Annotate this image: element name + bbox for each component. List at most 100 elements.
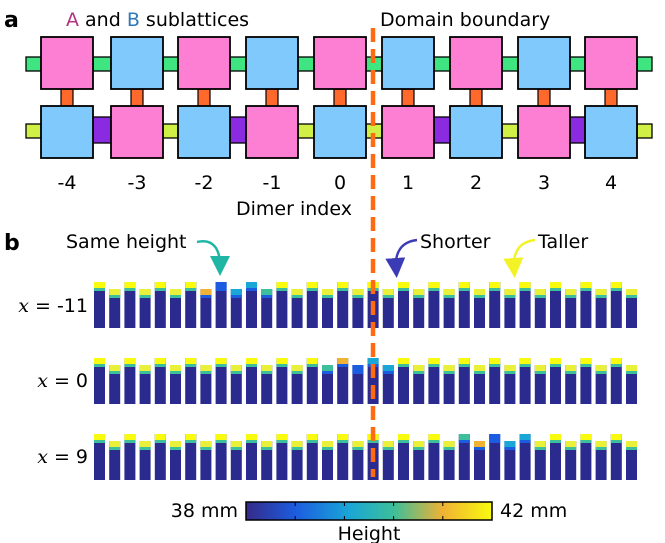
dimer-vertical-link bbox=[60, 88, 74, 107]
height-bar-band bbox=[94, 440, 105, 443]
height-bar-band bbox=[337, 440, 349, 443]
height-bar-band bbox=[474, 295, 485, 298]
height-bar-cap bbox=[534, 365, 546, 371]
height-bar bbox=[550, 358, 561, 404]
height-bar-band bbox=[352, 371, 364, 374]
height-bar bbox=[291, 289, 303, 328]
height-bar-band bbox=[170, 295, 181, 298]
dimer-index-label: -2 bbox=[195, 172, 214, 194]
sublattice-rest-words: sublattices bbox=[140, 9, 249, 31]
height-bar bbox=[458, 282, 470, 328]
height-bar-band bbox=[550, 364, 561, 367]
height-bar-band bbox=[398, 288, 409, 291]
height-bar-cap bbox=[550, 282, 561, 288]
top-row-site bbox=[517, 36, 571, 90]
dimer-index-label: -3 bbox=[128, 172, 147, 194]
height-bar-band bbox=[215, 288, 227, 291]
height-bar bbox=[565, 365, 577, 404]
height-bar-cap bbox=[565, 289, 577, 295]
height-bar bbox=[580, 358, 592, 404]
top-row-site bbox=[584, 36, 638, 90]
height-bar-band bbox=[443, 371, 455, 374]
height-bar bbox=[489, 358, 501, 404]
dimer-index-labels: -4 -3 -2 -1 0 1 2 3 4 bbox=[58, 172, 618, 194]
height-bar-band bbox=[519, 288, 531, 291]
height-bar bbox=[443, 365, 455, 404]
dimer-vertical-link bbox=[333, 88, 347, 107]
height-bar-cap bbox=[200, 441, 212, 447]
height-bar-cap bbox=[306, 282, 318, 288]
height-bar-cap bbox=[185, 358, 197, 364]
height-bar-cap bbox=[246, 358, 257, 364]
top-row-link bbox=[501, 56, 519, 72]
same-height-arrow bbox=[196, 239, 230, 276]
height-bar bbox=[398, 358, 409, 404]
height-bar bbox=[352, 365, 364, 404]
height-bar bbox=[595, 365, 607, 404]
height-bar bbox=[246, 358, 257, 404]
height-bar-band bbox=[124, 364, 136, 367]
height-bar bbox=[519, 282, 531, 328]
height-bar bbox=[550, 434, 561, 480]
bottom-row-site bbox=[584, 105, 638, 159]
height-bar-band bbox=[443, 295, 455, 298]
height-bar-band bbox=[413, 371, 425, 374]
height-bar-cap bbox=[94, 282, 105, 288]
height-bar-cap bbox=[474, 441, 485, 447]
dimer-vertical-link bbox=[130, 88, 144, 107]
dimer-vertical-link bbox=[537, 88, 551, 107]
height-bar bbox=[230, 289, 242, 328]
height-bar-band bbox=[109, 371, 121, 374]
height-bar-cap bbox=[382, 441, 394, 447]
height-bar-band bbox=[185, 440, 197, 443]
height-bar-band bbox=[428, 288, 440, 291]
top-link-edge bbox=[25, 56, 42, 72]
height-bar-band bbox=[337, 288, 349, 291]
height-bar-band bbox=[94, 364, 105, 367]
height-bar bbox=[291, 441, 303, 480]
height-bar-cap bbox=[154, 282, 166, 288]
height-bar bbox=[489, 434, 501, 480]
dimer-vertical-link bbox=[401, 88, 415, 107]
height-bar-cap bbox=[185, 282, 197, 288]
height-bar-band bbox=[398, 440, 409, 443]
height-bar-cap bbox=[489, 358, 501, 364]
sublattice-title: A and B sublattices bbox=[66, 9, 249, 31]
bottom-row-site bbox=[40, 105, 94, 159]
top-row-link bbox=[162, 56, 179, 72]
height-bar-cap bbox=[170, 289, 181, 295]
height-bar-cap bbox=[352, 289, 364, 295]
height-bar-cap bbox=[580, 282, 592, 288]
height-bar-cap bbox=[322, 441, 333, 447]
height-bar bbox=[610, 358, 622, 404]
height-bar-cap bbox=[504, 365, 516, 371]
height-bar bbox=[443, 289, 455, 328]
height-bar bbox=[109, 441, 121, 480]
height-bar-cap bbox=[443, 289, 455, 295]
height-bar-band bbox=[261, 371, 273, 374]
height-bar-band bbox=[474, 447, 485, 450]
height-bar bbox=[109, 365, 121, 404]
height-bar bbox=[474, 365, 485, 404]
height-bar-cap bbox=[382, 365, 394, 371]
height-bar bbox=[595, 441, 607, 480]
height-bar bbox=[139, 441, 151, 480]
height-bar-cap bbox=[474, 289, 485, 295]
height-row: x = 9 bbox=[37, 434, 637, 480]
height-bar-cap bbox=[580, 358, 592, 364]
height-bar-band bbox=[413, 295, 425, 298]
height-bar-cap bbox=[261, 441, 273, 447]
height-bar-cap bbox=[489, 434, 501, 440]
height-bar bbox=[322, 441, 333, 480]
height-bar-band bbox=[382, 447, 394, 450]
height-bar-band bbox=[458, 440, 470, 443]
row-label-value: = 9 bbox=[48, 446, 88, 468]
height-bar-cap bbox=[154, 358, 166, 364]
height-bar bbox=[261, 441, 273, 480]
height-bar-cap bbox=[489, 282, 501, 288]
height-bar-band bbox=[230, 295, 242, 298]
height-bar-band bbox=[154, 440, 166, 443]
height-bar-band bbox=[337, 364, 349, 367]
height-bar bbox=[154, 434, 166, 480]
height-bar bbox=[170, 365, 181, 404]
